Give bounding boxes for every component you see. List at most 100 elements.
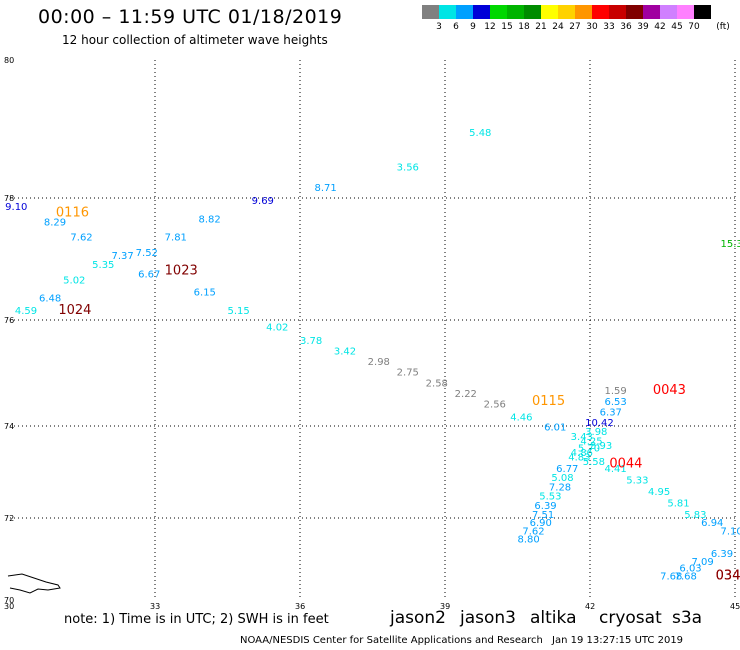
wave-height-value: 6.39 bbox=[534, 501, 556, 512]
wave-height-value: 3.98 bbox=[585, 427, 607, 438]
wave-height-value: 4.59 bbox=[15, 306, 37, 317]
legend-label: 24 bbox=[552, 22, 564, 32]
wave-height-value: 2.58 bbox=[426, 378, 448, 389]
legend-swatch bbox=[507, 5, 524, 19]
wave-height-value: 7.62 bbox=[70, 233, 92, 244]
wave-height-value: 5.48 bbox=[469, 128, 491, 139]
legend-swatch bbox=[677, 5, 694, 19]
legend-label: 33 bbox=[603, 22, 615, 32]
legend-swatch bbox=[473, 5, 490, 19]
legend-swatch bbox=[575, 5, 592, 19]
wave-height-value: 4.25 bbox=[580, 436, 602, 447]
legend-label: 6 bbox=[453, 22, 459, 32]
wave-height-value: 4.46 bbox=[510, 413, 532, 424]
legend-swatch bbox=[694, 5, 711, 19]
lon-label: 42 bbox=[585, 602, 595, 611]
legend-swatch bbox=[660, 5, 677, 19]
wave-height-value: 7.37 bbox=[112, 251, 134, 262]
legend-label: 39 bbox=[637, 22, 649, 32]
chart-subtitle: 12 hour collection of altimeter wave hei… bbox=[62, 33, 328, 47]
wave-height-value: 10.42 bbox=[585, 418, 614, 429]
wave-height-value: 9.10 bbox=[5, 202, 27, 213]
wave-height-value: 6.90 bbox=[530, 518, 552, 529]
pass-time-label: 0344 bbox=[716, 569, 740, 584]
wave-height-value: 7.68 bbox=[660, 572, 682, 583]
legend-swatch bbox=[541, 5, 558, 19]
lon-label: 39 bbox=[440, 602, 450, 611]
wave-height-value: 1.59 bbox=[605, 386, 627, 397]
legend-label: 36 bbox=[620, 22, 632, 32]
chart-title: 00:00 – 11:59 UTC 01/18/2019 bbox=[38, 6, 343, 28]
wave-height-value: 4.02 bbox=[266, 323, 288, 334]
legend-swatch bbox=[643, 5, 660, 19]
legend-label: 15 bbox=[501, 22, 513, 32]
wave-height-value: 2.75 bbox=[397, 368, 419, 379]
wave-height-value: 5.83 bbox=[684, 510, 706, 521]
legend-swatch bbox=[439, 5, 456, 19]
wave-height-value: 5.58 bbox=[583, 457, 605, 468]
wave-height-value: 4.95 bbox=[648, 487, 670, 498]
wave-height-value: 5.08 bbox=[551, 473, 573, 484]
legend-label: 45 bbox=[671, 22, 683, 32]
wave-height-value: 6.94 bbox=[701, 518, 723, 529]
wave-height-value: 6.67 bbox=[138, 269, 160, 280]
wave-height-value: 5.70 bbox=[578, 443, 600, 454]
legend-label: 3 bbox=[436, 22, 442, 32]
legend-swatch bbox=[422, 5, 439, 19]
wave-height-value: 7.52 bbox=[136, 248, 158, 259]
wave-height-value: 7.28 bbox=[549, 482, 571, 493]
pass-time-label: 0116 bbox=[56, 205, 89, 220]
legend-label: 70 bbox=[688, 22, 700, 32]
wave-height-value: 6.77 bbox=[556, 464, 578, 475]
wave-height-value: 7.10 bbox=[721, 526, 740, 537]
wave-height-value: 2.56 bbox=[484, 399, 506, 410]
wave-height-value: 3.93 bbox=[590, 441, 612, 452]
wave-height-value: 3.42 bbox=[334, 346, 356, 357]
wave-height-value: 2.98 bbox=[368, 357, 390, 368]
footnote: note: 1) Time is in UTC; 2) SWH is in fe… bbox=[64, 612, 329, 627]
pass-time-label: 1023 bbox=[165, 263, 198, 278]
legend-label: 42 bbox=[654, 22, 666, 32]
legend-swatch bbox=[456, 5, 473, 19]
legend-swatch bbox=[609, 5, 626, 19]
lat-label: 70 bbox=[4, 596, 14, 605]
sat-s3a: s3a bbox=[672, 608, 703, 628]
sat-altika: altika bbox=[530, 608, 577, 628]
wave-height-value: 5.02 bbox=[63, 275, 85, 286]
pass-time-label: 1024 bbox=[58, 303, 91, 318]
wave-height-value: 8.71 bbox=[315, 183, 337, 194]
wave-height-value: 3.78 bbox=[300, 336, 322, 347]
legend-label: 18 bbox=[518, 22, 530, 32]
coastline-icon bbox=[7, 573, 61, 594]
pass-time-label: 0115 bbox=[532, 394, 565, 409]
wave-height-value: 6.53 bbox=[605, 397, 627, 408]
wave-height-value: 5.81 bbox=[667, 499, 689, 510]
wave-height-value: 4.41 bbox=[605, 464, 627, 475]
wave-height-value: 3.56 bbox=[397, 162, 419, 173]
wave-height-value: 7.81 bbox=[165, 233, 187, 244]
wave-height-value: 6.39 bbox=[711, 549, 733, 560]
wave-height-value: 6.37 bbox=[600, 407, 622, 418]
legend-label: 30 bbox=[586, 22, 598, 32]
sat-jason3: jason3 bbox=[460, 608, 516, 628]
lat-label: 78 bbox=[4, 194, 14, 203]
wave-height-value: 4.83 bbox=[568, 453, 590, 464]
lat-label: 72 bbox=[4, 514, 14, 523]
pass-time-label: 0043 bbox=[653, 383, 686, 398]
wave-height-value: 5.53 bbox=[539, 492, 561, 503]
wave-height-value: 8.80 bbox=[518, 535, 540, 546]
legend-unit: (ft) bbox=[716, 22, 730, 32]
legend-label: 9 bbox=[470, 22, 476, 32]
wave-height-value: 6.01 bbox=[544, 423, 566, 434]
wave-height-value: 15.3 bbox=[721, 239, 740, 250]
lat-label: 76 bbox=[4, 316, 14, 325]
pass-time-label: 0345 bbox=[716, 569, 740, 584]
wave-height-value: 6.03 bbox=[679, 563, 701, 574]
legend-label: 27 bbox=[569, 22, 581, 32]
lat-label: 80 bbox=[4, 56, 14, 65]
wave-height-value: 4.86 bbox=[571, 448, 593, 459]
wave-height-value: 3.43 bbox=[571, 432, 593, 443]
wave-height-value: 7.09 bbox=[692, 557, 714, 568]
legend-swatch bbox=[524, 5, 541, 19]
